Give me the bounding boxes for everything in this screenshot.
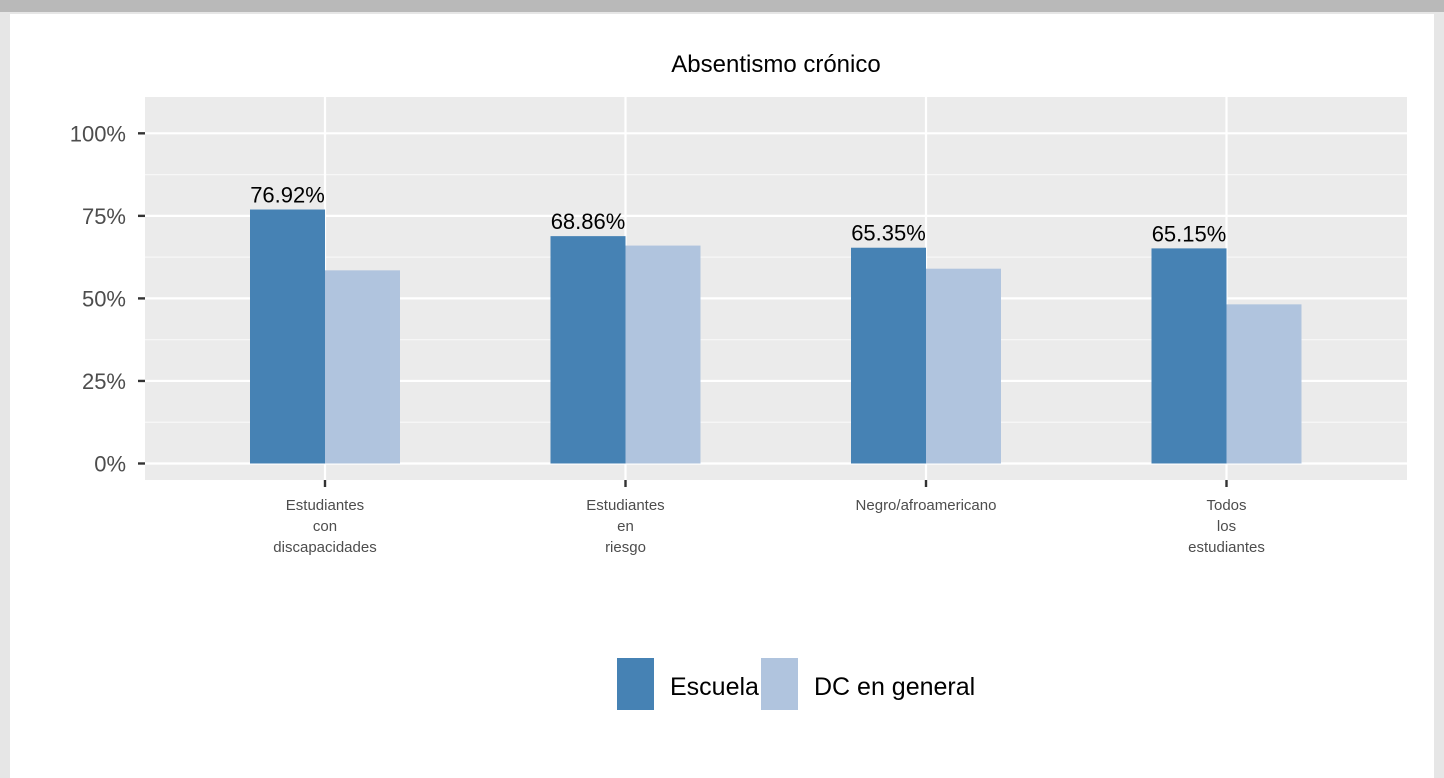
chart-title: Absentismo crónico bbox=[671, 51, 880, 78]
x-tick-label: Estudiantes bbox=[286, 497, 364, 514]
label-layer: 76.92% 68.86% 65.35% 65.15% bbox=[250, 183, 1226, 247]
data-label: 65.15% bbox=[1152, 221, 1227, 246]
x-tick-label: Negro/afroamericano bbox=[856, 497, 997, 514]
x-tick-label: en bbox=[617, 518, 634, 535]
y-tick-label: 50% bbox=[82, 286, 126, 311]
top-bar bbox=[0, 0, 1444, 12]
x-tick-label: discapacidades bbox=[273, 539, 376, 556]
legend-label: DC en general bbox=[814, 673, 975, 701]
data-label: 68.86% bbox=[551, 209, 626, 234]
y-tick-label: 75% bbox=[82, 204, 126, 229]
y-tick-label: 25% bbox=[82, 369, 126, 394]
bar-dc-en-general bbox=[625, 245, 701, 464]
x-tick-label: Todos bbox=[1206, 497, 1246, 514]
legend-swatch bbox=[759, 656, 800, 712]
legend-swatch bbox=[615, 656, 656, 712]
bar-escuela bbox=[1151, 248, 1227, 464]
legend: Escuela DC en general bbox=[615, 656, 975, 712]
bar-escuela bbox=[550, 236, 626, 464]
x-tick-label: los bbox=[1217, 518, 1236, 535]
data-label: 65.35% bbox=[851, 221, 926, 246]
legend-label: Escuela bbox=[670, 673, 759, 701]
x-tick-label: con bbox=[313, 518, 337, 535]
bar-escuela bbox=[851, 247, 926, 464]
bar-dc-en-general bbox=[926, 268, 1001, 464]
bar-layer bbox=[250, 209, 1302, 464]
y-tick-label: 100% bbox=[70, 121, 126, 146]
bar-dc-en-general bbox=[325, 270, 400, 464]
data-label: 76.92% bbox=[250, 183, 325, 208]
axis-layer: 0% 25% 50% 75% 100% Estudiantes con discapacida… bbox=[70, 121, 1265, 556]
y-tick-label: 0% bbox=[94, 451, 126, 476]
x-tick-label: estudiantes bbox=[1188, 539, 1265, 556]
x-tick-label: riesgo bbox=[605, 539, 646, 556]
x-tick-label: Estudiantes bbox=[586, 497, 664, 514]
bar-escuela bbox=[250, 209, 325, 464]
bar-dc-en-general bbox=[1226, 304, 1302, 464]
